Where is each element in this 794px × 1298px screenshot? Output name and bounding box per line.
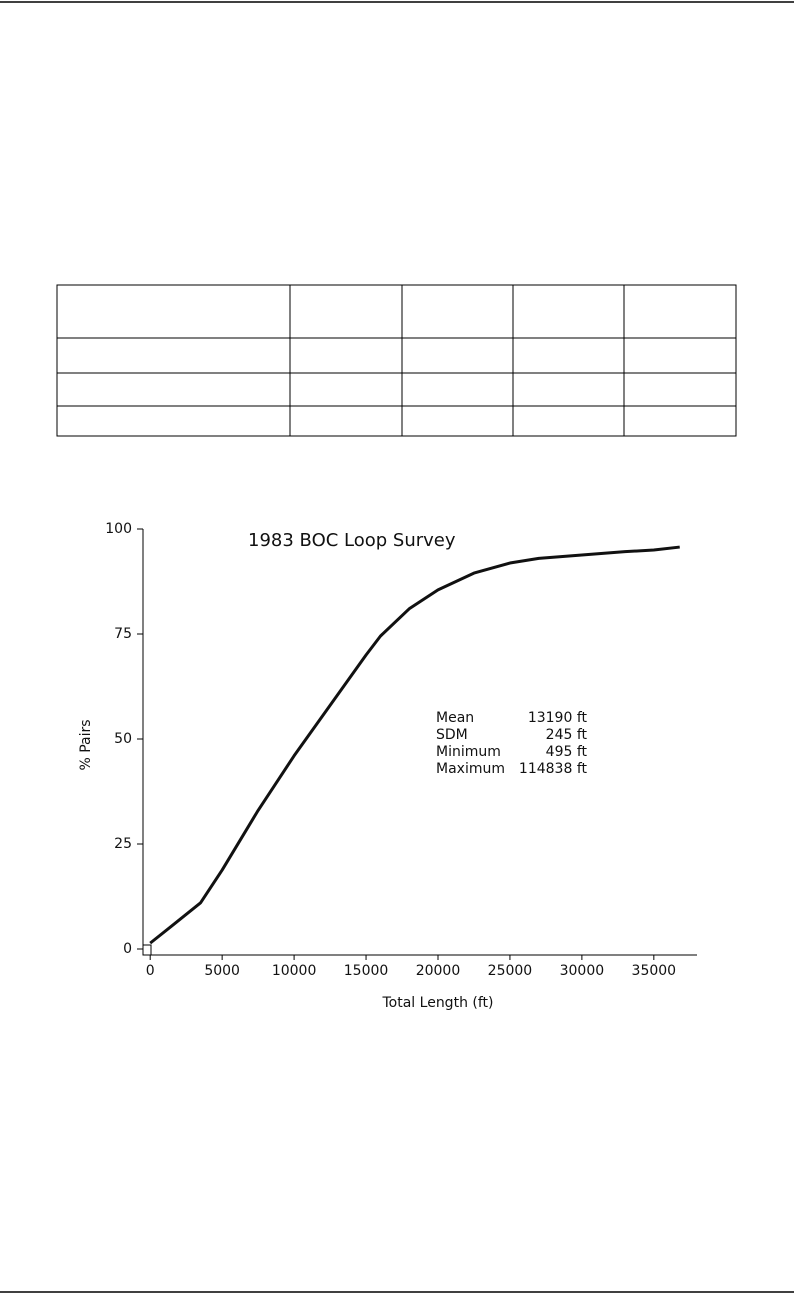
x-tick-label: 15000 bbox=[344, 963, 389, 979]
table-border bbox=[56, 284, 737, 437]
data-line bbox=[149, 545, 680, 945]
y-tick-label: 100 bbox=[105, 521, 132, 537]
stat-value: 245 ft bbox=[546, 727, 588, 743]
stat-value: 114838 ft bbox=[519, 761, 588, 777]
stat-label: SDM bbox=[436, 727, 468, 743]
chart-title: 1983 BOC Loop Survey bbox=[248, 530, 456, 551]
y-tick-label: 75 bbox=[114, 626, 132, 642]
x-tick-label: 25000 bbox=[488, 963, 533, 979]
x-tick-label: 20000 bbox=[416, 963, 461, 979]
stat-value: 495 ft bbox=[546, 744, 588, 760]
y-tick-label: 50 bbox=[114, 731, 132, 747]
x-tick-label: 5000 bbox=[204, 963, 240, 979]
stat-label: Minimum bbox=[436, 744, 501, 760]
stat-label: Mean bbox=[436, 710, 474, 726]
x-tick-label: 30000 bbox=[560, 963, 605, 979]
origin-box bbox=[142, 944, 152, 956]
y-tick-label: 25 bbox=[114, 836, 132, 852]
y-axis-label: % Pairs bbox=[78, 719, 94, 770]
x-tick-label: 0 bbox=[146, 963, 155, 979]
x-tick-label: 35000 bbox=[632, 963, 677, 979]
stat-label: Maximum bbox=[436, 761, 505, 777]
stat-value: 13190 ft bbox=[528, 710, 588, 726]
empty-table bbox=[56, 284, 737, 437]
x-axis-label: Total Length (ft) bbox=[382, 995, 494, 1011]
y-tick-label: 0 bbox=[123, 941, 132, 957]
x-tick-label: 10000 bbox=[272, 963, 317, 979]
